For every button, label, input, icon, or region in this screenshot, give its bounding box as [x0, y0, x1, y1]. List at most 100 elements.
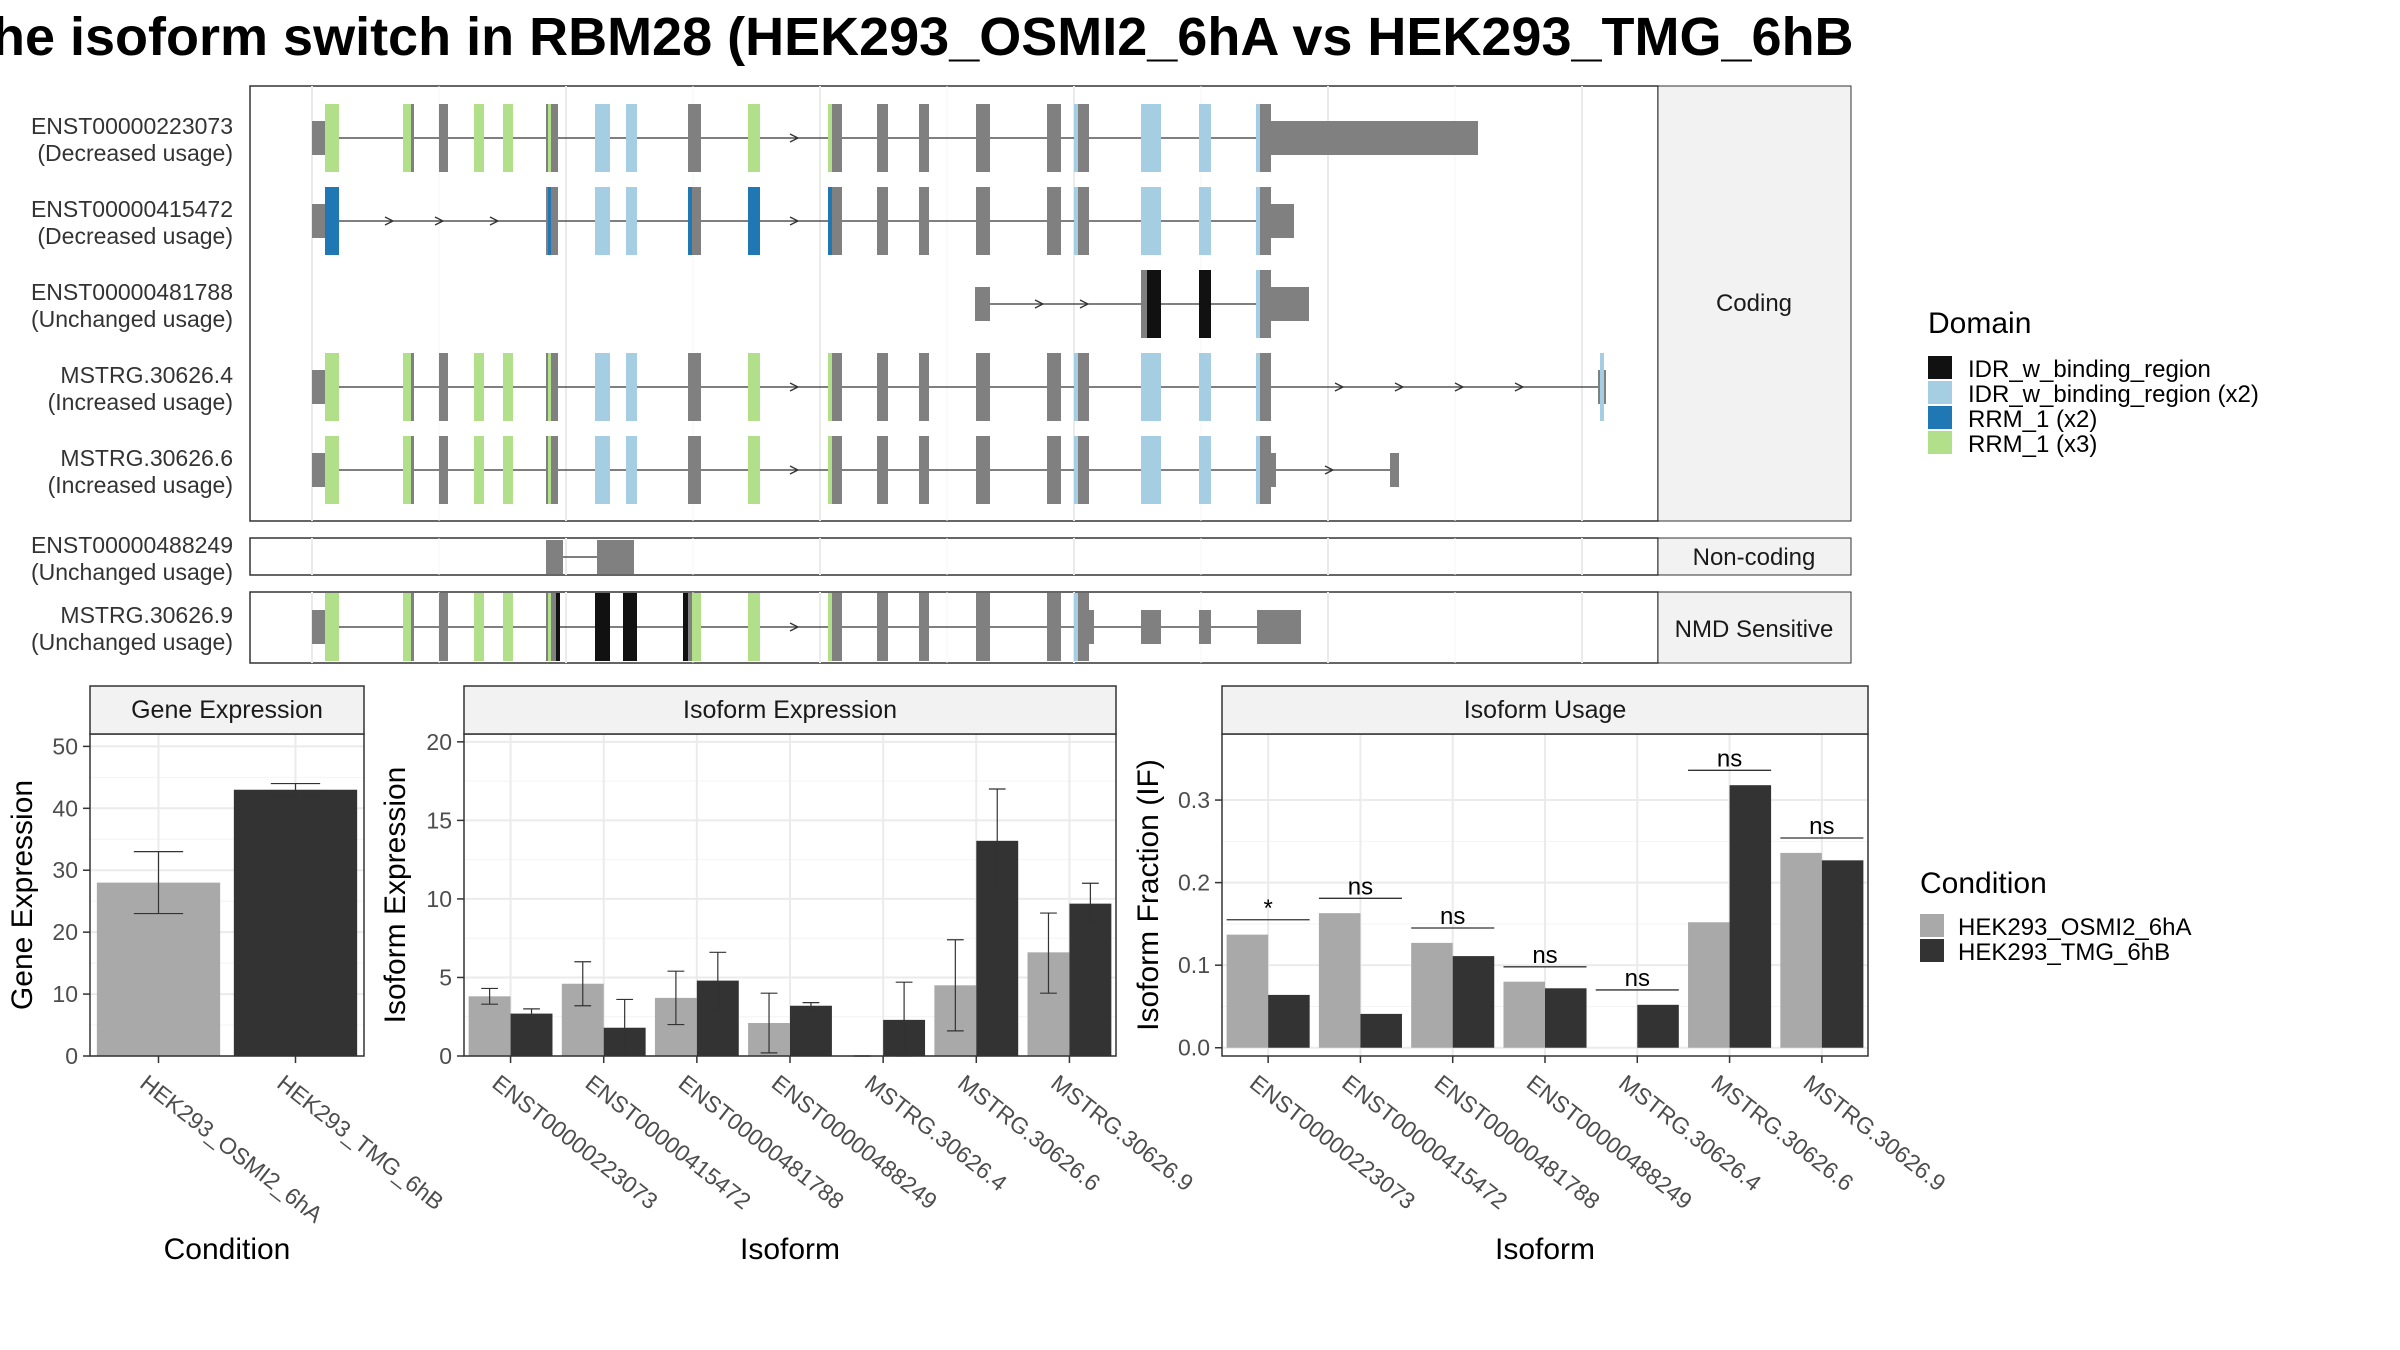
y-tick-label: 0.2 [1178, 870, 1210, 896]
coding-exon [748, 593, 760, 661]
exon-domain-boundary [688, 593, 692, 661]
coding-exon [1075, 187, 1089, 255]
chart-title: Isoform Usage [1464, 696, 1627, 724]
coding-exon [1047, 436, 1061, 504]
significance-label: ns [1532, 942, 1557, 969]
coding-exon [976, 593, 990, 661]
y-tick-label: 0.1 [1178, 952, 1210, 978]
y-tick-label: 15 [426, 807, 452, 833]
significance-label: ns [1717, 745, 1742, 772]
y-tick-label: 20 [426, 729, 452, 755]
exon-domain-boundary [688, 436, 692, 504]
condition-legend-title: Condition [1920, 867, 2047, 900]
coding-exon [1141, 187, 1161, 255]
condition-legend-swatch [1920, 914, 1944, 937]
coding-exon [1075, 593, 1089, 661]
y-axis-title: Gene Expression [6, 780, 39, 1010]
coding-exon [748, 187, 760, 255]
bar [1780, 852, 1822, 1048]
coding-exon [474, 104, 484, 172]
coding-exon [877, 353, 888, 421]
coding-exon [1141, 436, 1161, 504]
domain-legend-label: IDR_w_binding_region (x2) [1968, 381, 2259, 408]
coding-exon [919, 187, 929, 255]
bar [1688, 922, 1730, 1048]
coding-exon [877, 104, 888, 172]
coding-exon [1075, 353, 1089, 421]
coding-exon [829, 187, 842, 255]
coding-exon [976, 436, 990, 504]
transcript-row: ENST00000488249(Unchanged usage) [31, 532, 634, 585]
bar [1637, 1004, 1679, 1048]
coding-exon [1257, 436, 1271, 504]
coding-exon [919, 436, 929, 504]
facet-strip [89, 685, 365, 735]
significance-label: ns [1348, 873, 1373, 900]
y-axis-title: Isoform Fraction (IF) [1132, 759, 1165, 1031]
coding-exon [1199, 270, 1211, 338]
transcript-id-label: MSTRG.30626.9 [60, 602, 233, 628]
utr-exon [1271, 121, 1478, 155]
isoform-expression-chart: Isoform Expression 0 5 10 15 20 ENST0000022307… [379, 685, 1198, 1266]
direction-arrow [1454, 382, 1465, 392]
coding-exon [626, 187, 637, 255]
exon-domain-boundary [688, 353, 692, 421]
significance-label: ns [1625, 965, 1650, 992]
y-tick-label: 30 [52, 857, 78, 883]
domain-legend-swatch [1928, 356, 1952, 379]
direction-arrow [1034, 299, 1045, 309]
noncoding-facet-panel [249, 537, 1659, 576]
y-tick-label: 0.0 [1178, 1035, 1210, 1061]
x-axis-title: Isoform [740, 1233, 840, 1266]
coding-exon [503, 353, 513, 421]
coding-exon [829, 593, 842, 661]
x-tick-label: ENST00000488249 [1522, 1069, 1697, 1214]
x-axis-title: Isoform [1495, 1233, 1595, 1266]
utr-exon [312, 204, 325, 238]
coding-exon [976, 104, 990, 172]
condition-legend-label: HEK293_TMG_6hB [1958, 939, 2170, 966]
coding-exon [325, 187, 339, 255]
coding-exon [626, 436, 637, 504]
isoform-usage-chart: * ns ns ns ns ns ns Isoform Usage 0.0 0.1 0.2 0.3 EN… [1132, 685, 1951, 1266]
coding-exon [474, 353, 484, 421]
coding-exon [403, 436, 414, 504]
nmd-strip-label: NMD Sensitive [1675, 616, 1834, 643]
coding-exon [1257, 353, 1271, 421]
coding-exon [595, 104, 610, 172]
nmd-facet-strip [1657, 591, 1852, 664]
bar [1069, 903, 1112, 1056]
utr-exon [1390, 453, 1399, 487]
significance-label: ns [1440, 903, 1465, 930]
coding-exon [403, 104, 414, 172]
bar [1226, 934, 1269, 1048]
coding-exon [1075, 104, 1089, 172]
exon-domain-boundary [443, 593, 447, 661]
exon-domain-boundary [443, 104, 447, 172]
exon-domain-boundary [1074, 436, 1078, 504]
domain-legend-swatch [1928, 406, 1952, 429]
domain-legend-label: RRM_1 (x3) [1968, 431, 2097, 458]
transcript-row: ENST00000481788(Unchanged usage) [31, 270, 1309, 338]
utr-exon [546, 540, 563, 574]
transcript-usage-label: (Increased usage) [48, 389, 233, 415]
y-tick-label: 20 [52, 919, 78, 945]
noncoding-facet-strip [1657, 537, 1852, 576]
coding-exon [1257, 270, 1271, 338]
y-tick-label: 5 [439, 964, 452, 990]
coding-exon [626, 353, 637, 421]
coding-exon [919, 104, 929, 172]
chart-title: Gene Expression [131, 696, 323, 724]
coding-exon [1141, 353, 1161, 421]
y-tick-label: 10 [426, 886, 452, 912]
transcript-id-label: ENST00000223073 [31, 113, 233, 139]
y-tick-label: 40 [52, 795, 78, 821]
coding-exon [1199, 187, 1211, 255]
direction-arrow [1324, 465, 1335, 475]
domain-legend-label: IDR_w_binding_region [1968, 356, 2211, 383]
transcript-id-label: MSTRG.30626.4 [60, 362, 233, 388]
transcript-id-label: ENST00000415472 [31, 196, 233, 222]
coding-exon [403, 593, 414, 661]
coding-exon [1047, 593, 1061, 661]
x-tick-label: ENST00000415472 [581, 1069, 756, 1214]
